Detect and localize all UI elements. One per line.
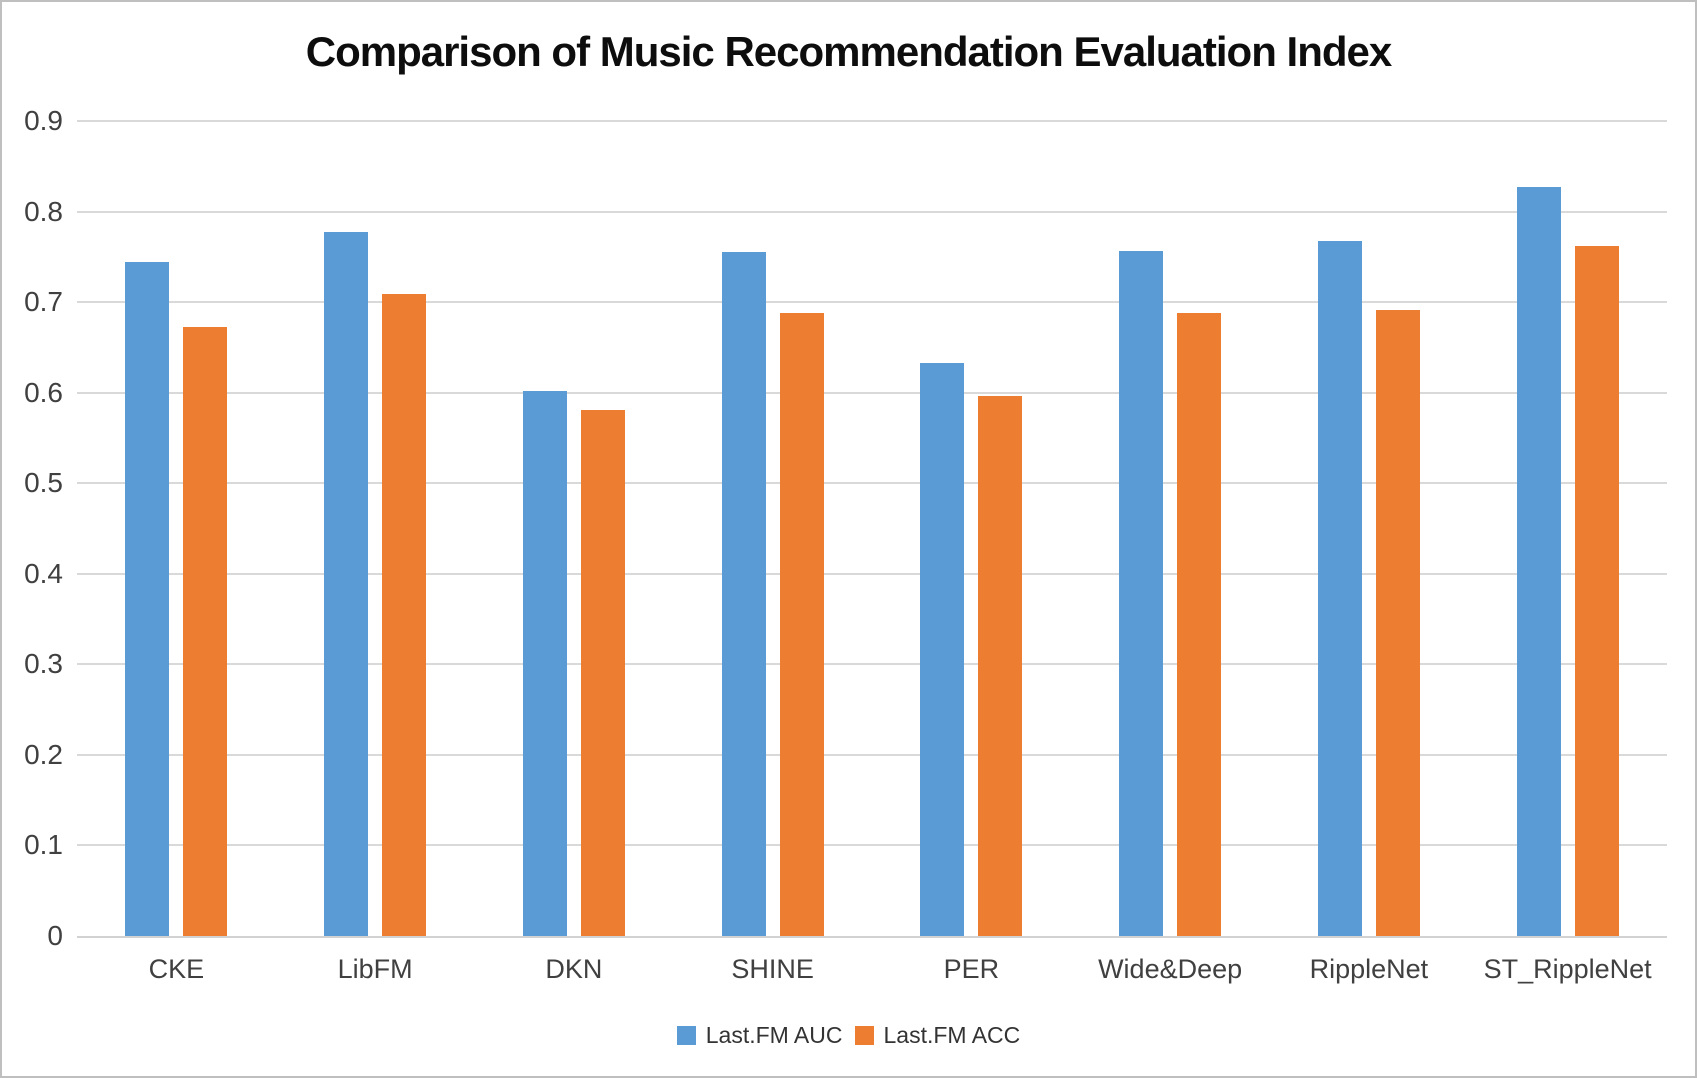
gridline-0.6 xyxy=(77,391,1667,394)
bar-last-fm-acc-PER xyxy=(978,396,1023,936)
y-tick-label-0.3: 0.3 xyxy=(24,648,63,680)
x-axis-label-RippleNet: RippleNet xyxy=(1309,954,1429,984)
bar-groups-layer xyxy=(77,121,1667,936)
x-axis-labels: CKE LibFM DKN SHINE PER Wide&Deep RippleNet ST_… xyxy=(77,954,1667,985)
x-axis-label-SHINE: SHINE xyxy=(731,954,814,984)
y-tick-label-0.6: 0.6 xyxy=(24,376,63,408)
x-axis-label-Wide&Deep: Wide&Deep xyxy=(1098,954,1243,984)
gridline-0.5 xyxy=(77,482,1667,485)
legend-swatch-icon xyxy=(854,1026,874,1045)
x-axis-label-CKE: CKE xyxy=(148,954,205,984)
bar-last-fm-auc-DKN xyxy=(522,390,567,936)
legend-label: Last.FM ACC xyxy=(883,1022,1021,1048)
bar-last-fm-acc-CKE xyxy=(183,326,228,936)
gridline-0.8 xyxy=(77,210,1667,213)
x-axis-label-LibFM: LibFM xyxy=(337,954,413,984)
bar-group-Wide&Deep xyxy=(1071,121,1270,936)
bar-group-CKE xyxy=(77,121,276,936)
chart-title: Comparison of Music Recommendation Evalu… xyxy=(305,28,1393,75)
bar-last-fm-acc-RippleNet xyxy=(1375,310,1420,936)
bar-last-fm-auc-CKE xyxy=(125,262,170,936)
legend-item-last-fm-auc: Last.FM AUC xyxy=(676,1022,843,1049)
bar-last-fm-auc-LibFM xyxy=(324,232,369,936)
x-axis-label-PER: PER xyxy=(943,954,1000,984)
y-tick-label-0.4: 0.4 xyxy=(24,557,63,589)
bar-group-RippleNet xyxy=(1270,121,1469,936)
legend-label: Last.FM AUC xyxy=(705,1022,843,1048)
legend-swatch-icon xyxy=(676,1026,696,1045)
bar-last-fm-acc-SHINE xyxy=(779,312,824,936)
bar-last-fm-acc-DKN xyxy=(580,409,625,936)
bar-last-fm-auc-PER xyxy=(920,362,965,936)
x-axis-label-DKN: DKN xyxy=(545,954,603,984)
legend: Last.FM AUC Last.FM ACC xyxy=(2,1022,1695,1049)
y-tick-label-0.5: 0.5 xyxy=(24,467,63,499)
bar-group-LibFM xyxy=(276,121,475,936)
y-tick-label-0.8: 0.8 xyxy=(24,195,63,227)
gridline-0.4 xyxy=(77,572,1667,575)
bar-group-DKN xyxy=(475,121,674,936)
bar-last-fm-auc-SHINE xyxy=(721,252,766,936)
legend-item-last-fm-acc: Last.FM ACC xyxy=(854,1022,1021,1049)
plot-area: 0 0.1 0.2 0.3 0.4 0.5 0.6 0.7 0.8 0.9 xyxy=(24,105,1667,951)
y-tick-label-0.2: 0.2 xyxy=(24,738,63,770)
y-tick-label-0.1: 0.1 xyxy=(24,829,63,861)
gridline-0.9 xyxy=(77,120,1667,122)
bar-last-fm-auc-Wide&Deep xyxy=(1119,251,1164,936)
bar-last-fm-acc-LibFM xyxy=(382,293,427,936)
bar-last-fm-auc-RippleNet xyxy=(1317,240,1362,936)
bar-last-fm-acc-ST_RippleNet xyxy=(1574,245,1619,936)
gridline-0.1 xyxy=(77,844,1667,847)
x-axis-label-ST_RippleNet: ST_RippleNet xyxy=(1483,954,1652,984)
bar-last-fm-auc-ST_RippleNet xyxy=(1516,187,1561,936)
bar-group-PER xyxy=(872,121,1071,936)
gridline-0.2 xyxy=(77,753,1667,756)
y-tick-label-0.7: 0.7 xyxy=(24,286,63,318)
gridline-0.7 xyxy=(77,301,1667,304)
y-tick-label-0: 0 xyxy=(47,920,63,951)
bar-last-fm-acc-Wide&Deep xyxy=(1177,312,1222,936)
bar-group-SHINE xyxy=(673,121,872,936)
y-tick-label-0.9: 0.9 xyxy=(24,105,63,136)
bar-group-ST_RippleNet xyxy=(1468,121,1667,936)
gridline-0.3 xyxy=(77,663,1667,666)
